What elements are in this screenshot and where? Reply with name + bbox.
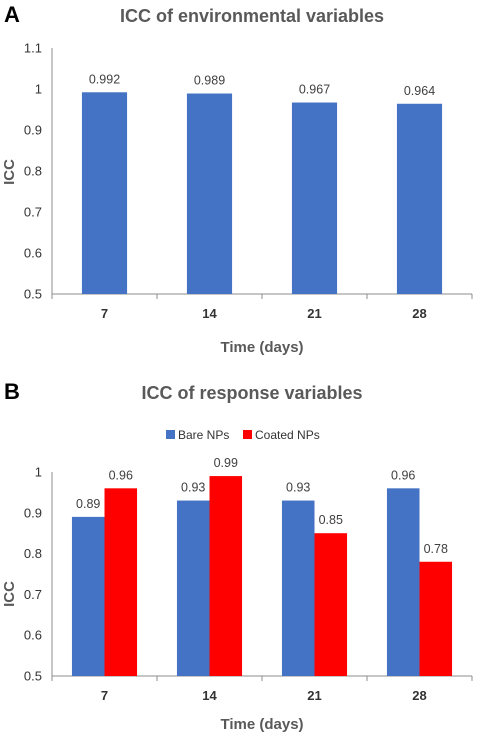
chart-a-ytick-label-0: 0.5 bbox=[24, 287, 42, 302]
chart-a-bar-s0-1 bbox=[186, 93, 233, 294]
chart-b-xaxis-title: Time (days) bbox=[220, 716, 303, 733]
chart-a-ytick-label-4: 0.9 bbox=[24, 123, 42, 138]
chart-b-legend: Bare NPs Coated NPs bbox=[166, 428, 320, 442]
chart-b-bar-s1-3 bbox=[419, 561, 453, 676]
chart-b-xtick-label-0: 7 bbox=[101, 688, 108, 703]
chart-a-data-label-s0-3: 0.964 bbox=[404, 84, 435, 98]
chart-b-xtick-label-2: 21 bbox=[307, 688, 321, 703]
chart-b-ytick-label-3: 0.8 bbox=[24, 546, 42, 561]
chart-b-title: ICC of response variables bbox=[141, 383, 362, 403]
chart-b-bar-s0-0 bbox=[71, 516, 105, 676]
chart-b-bar-s1-0 bbox=[104, 488, 138, 676]
legend-label-bare: Bare NPs bbox=[178, 428, 229, 442]
chart-a-title: ICC of environmental variables bbox=[120, 6, 384, 26]
chart-a-data-label-s0-1: 0.989 bbox=[194, 74, 225, 88]
chart-b-xtick-label-3: 28 bbox=[412, 688, 426, 703]
chart-a-bar-s0-0 bbox=[81, 92, 128, 294]
chart-b-bar-s0-2 bbox=[281, 500, 315, 676]
chart-b-ytick-label-0: 0.5 bbox=[24, 669, 42, 684]
chart-a-ytick-label-6: 1.1 bbox=[24, 41, 42, 56]
chart-a-bar-s0-2 bbox=[291, 102, 338, 294]
chart-a-data-label-s0-0: 0.992 bbox=[89, 72, 120, 86]
panel-b: B ICC of response variables Bare NPs Coa… bbox=[1, 379, 473, 733]
chart-a-ytick-label-1: 0.6 bbox=[24, 246, 42, 261]
chart-a-bar-s0-3 bbox=[396, 103, 443, 294]
chart-b-data-label-s0-0: 0.89 bbox=[76, 497, 100, 511]
panel-letter-b: B bbox=[4, 379, 20, 404]
chart-b-ytick-label-5: 1 bbox=[35, 465, 42, 480]
chart-b-data-label-s0-2: 0.93 bbox=[286, 481, 310, 495]
chart-a-xtick-label-3: 28 bbox=[412, 306, 426, 321]
chart-b-bar-s0-1 bbox=[176, 500, 210, 676]
chart-b-data-label-s1-0: 0.96 bbox=[109, 468, 133, 482]
chart-b-ytick-label-2: 0.7 bbox=[24, 587, 42, 602]
chart-a-ytick-label-5: 1 bbox=[35, 82, 42, 97]
chart-b-bar-s1-1 bbox=[209, 476, 243, 676]
chart-b-data-label-s1-3: 0.78 bbox=[424, 542, 448, 556]
chart-a-data-label-s0-2: 0.967 bbox=[299, 83, 330, 97]
chart-b-data-label-s0-3: 0.96 bbox=[391, 468, 415, 482]
chart-b-bar-s1-2 bbox=[314, 533, 348, 676]
chart-a-plot: 0.5 0.6 0.7 0.8 0.9 1 1.1 7 0.992 14 0.989 21 0.967 2… bbox=[24, 41, 473, 321]
panel-letter-a: A bbox=[4, 2, 20, 27]
chart-a-xaxis-title: Time (days) bbox=[220, 339, 303, 356]
chart-b-bar-s0-3 bbox=[386, 488, 420, 676]
chart-b-xtick-label-1: 14 bbox=[202, 688, 217, 703]
chart-a-xtick-label-1: 14 bbox=[202, 306, 217, 321]
panel-a: A ICC of environmental variables 0.50.60… bbox=[1, 2, 473, 356]
legend-label-coated: Coated NPs bbox=[255, 428, 320, 442]
chart-b-ytick-label-4: 0.9 bbox=[24, 505, 42, 520]
legend-swatch-bare bbox=[166, 430, 175, 439]
chart-a-xtick-label-0: 7 bbox=[101, 306, 108, 321]
chart-b-data-label-s1-1: 0.99 bbox=[214, 456, 238, 470]
chart-a-xtick-label-2: 21 bbox=[307, 306, 321, 321]
chart-a-ytick-label-2: 0.7 bbox=[24, 205, 42, 220]
chart-b-data-label-s1-2: 0.85 bbox=[319, 513, 343, 527]
chart-b-ytick-label-1: 0.6 bbox=[24, 628, 42, 643]
chart-b-yaxis-title: ICC bbox=[1, 581, 18, 607]
chart-b-data-label-s0-1: 0.93 bbox=[181, 481, 205, 495]
chart-a-yaxis-title: ICC bbox=[1, 159, 18, 185]
chart-b-plot: 0.5 0.6 0.7 0.8 0.9 1 7 0.89 0.96 14 0.93 0.99 21 0.9… bbox=[24, 456, 473, 703]
legend-swatch-coated bbox=[243, 430, 252, 439]
chart-a-ytick-label-3: 0.8 bbox=[24, 164, 42, 179]
